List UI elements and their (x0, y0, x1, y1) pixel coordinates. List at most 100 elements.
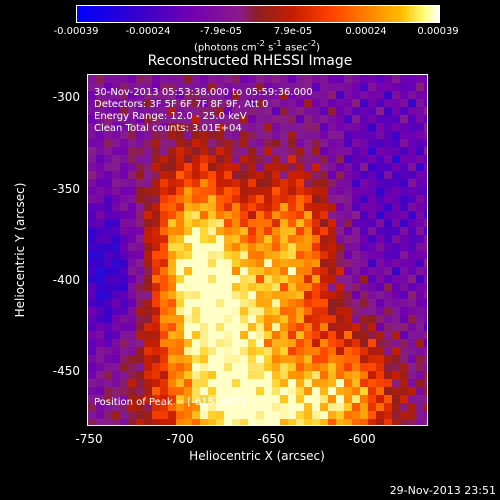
heatmap-cell (112, 195, 120, 203)
heatmap-cell (104, 203, 112, 211)
heatmap-cell (112, 123, 120, 131)
heatmap-cell (160, 371, 168, 379)
heatmap-cell (248, 243, 256, 251)
heatmap-cell (288, 115, 296, 123)
heatmap-cell (352, 259, 360, 267)
heatmap-cell (208, 163, 216, 171)
heatmap-cell (352, 219, 360, 227)
heatmap-cell (136, 347, 144, 355)
heatmap-cell (96, 227, 104, 235)
heatmap-cell (376, 283, 384, 291)
heatmap-cell (384, 323, 392, 331)
heatmap-cell (408, 411, 416, 419)
heatmap-cell (96, 147, 104, 155)
heatmap-cell (120, 187, 128, 195)
heatmap-cell (296, 219, 304, 227)
heatmap-cell (376, 147, 384, 155)
heatmap-cell (424, 395, 427, 403)
heatmap-cell (328, 363, 336, 371)
heatmap-cell (184, 387, 192, 395)
heatmap-cell (416, 235, 424, 243)
heatmap-cell (128, 219, 136, 227)
heatmap-cell (136, 299, 144, 307)
heatmap-cell (160, 307, 168, 315)
heatmap-cell (88, 363, 96, 371)
heatmap-cell (296, 211, 304, 219)
heatmap-cell (336, 371, 344, 379)
heatmap-cell (344, 307, 352, 315)
heatmap-cell (112, 187, 120, 195)
heatmap-cell (120, 419, 128, 425)
heatmap-cell (248, 299, 256, 307)
heatmap-cell (392, 171, 400, 179)
heatmap-cell (312, 291, 320, 299)
heatmap-cell (96, 267, 104, 275)
heatmap-cell (424, 307, 427, 315)
heatmap-cell (424, 251, 427, 259)
heatmap-cell (160, 123, 168, 131)
heatmap-cell (120, 339, 128, 347)
heatmap-cell (288, 379, 296, 387)
heatmap-cell (88, 259, 96, 267)
heatmap-cell (368, 339, 376, 347)
heatmap-cell (336, 347, 344, 355)
heatmap-cell (320, 331, 328, 339)
heatmap-cell (328, 403, 336, 411)
heatmap-cell (368, 83, 376, 91)
heatmap-cell (136, 363, 144, 371)
heatmap-cell (248, 123, 256, 131)
heatmap-cell (104, 187, 112, 195)
heatmap-cell (352, 211, 360, 219)
heatmap-cell (104, 75, 112, 83)
heatmap-cell (392, 347, 400, 355)
heatmap-cell (376, 315, 384, 323)
heatmap-cell (416, 163, 424, 171)
heatmap-cell (424, 275, 427, 283)
heatmap-cell (392, 235, 400, 243)
heatmap-cell (392, 251, 400, 259)
heatmap-cell (136, 115, 144, 123)
heatmap-cell (88, 139, 96, 147)
heatmap-cell (232, 219, 240, 227)
heatmap-cell (352, 179, 360, 187)
heatmap-cell (400, 251, 408, 259)
heatmap-cell (240, 259, 248, 267)
heatmap-cell (400, 379, 408, 387)
heatmap-cell (320, 275, 328, 283)
heatmap-cell (216, 387, 224, 395)
heatmap-cell (144, 131, 152, 139)
heatmap-cell (376, 387, 384, 395)
heatmap-cell (240, 347, 248, 355)
heatmap-cell (104, 299, 112, 307)
heatmap-cell (216, 211, 224, 219)
heatmap-cell (280, 403, 288, 411)
heatmap-cell (152, 291, 160, 299)
heatmap-cell (376, 299, 384, 307)
heatmap-cell (144, 363, 152, 371)
heatmap-cell (224, 275, 232, 283)
heatmap-cell (152, 179, 160, 187)
heatmap-cell (176, 347, 184, 355)
heatmap-cell (376, 395, 384, 403)
heatmap-cell (168, 387, 176, 395)
heatmap-cell (392, 187, 400, 195)
heatmap-cell (328, 387, 336, 395)
heatmap-cell (112, 363, 120, 371)
heatmap-cell (112, 147, 120, 155)
heatmap-cell (264, 251, 272, 259)
heatmap-cell (96, 331, 104, 339)
heatmap-cell (200, 83, 208, 91)
heatmap-cell (208, 179, 216, 187)
heatmap-cell (304, 243, 312, 251)
heatmap-cell (144, 203, 152, 211)
heatmap-cell (160, 83, 168, 91)
heatmap-cell (120, 75, 128, 83)
heatmap-cell (88, 187, 96, 195)
heatmap-cell (192, 251, 200, 259)
heatmap-cell (128, 171, 136, 179)
heatmap-cell (408, 331, 416, 339)
heatmap-cell (344, 187, 352, 195)
heatmap-cell (288, 411, 296, 419)
heatmap-cell (352, 307, 360, 315)
heatmap-cell (288, 219, 296, 227)
